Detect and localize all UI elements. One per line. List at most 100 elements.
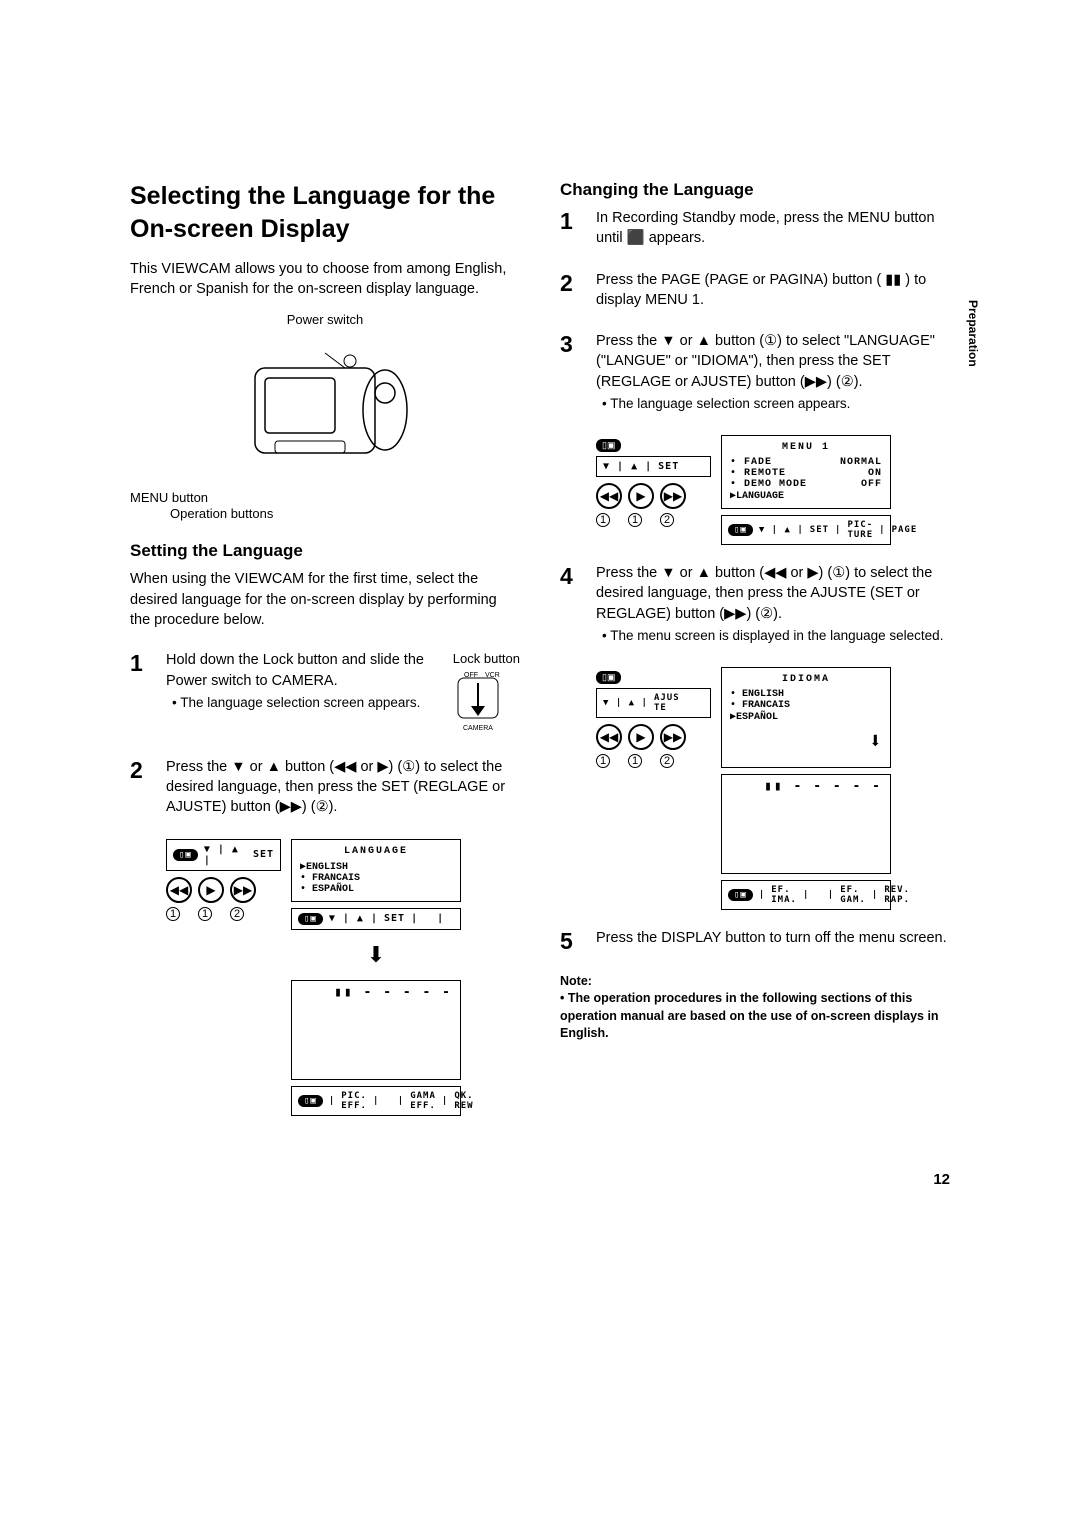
step-text: Press the ▼ or ▲ button (◀◀ or ▶) (①) to…	[166, 757, 520, 818]
rewind-icon: ◀◀	[166, 877, 192, 903]
osd-value: ON	[868, 468, 882, 479]
right-step-5: 5 Press the DISPLAY button to turn off t…	[560, 928, 950, 955]
note-heading: Note:	[560, 973, 950, 991]
step-body: Press the ▼ or ▲ button (①) to select "L…	[596, 331, 950, 417]
osd-item: ▶LANGUAGE	[730, 490, 882, 502]
control-box: ▼ | ▲ | AJUS TE	[596, 688, 711, 718]
osd-item: • FRANCAIS	[730, 700, 882, 711]
down-arrow-icon: ⬇	[291, 942, 461, 968]
osd-item: ▶ENGLISH	[300, 861, 452, 873]
set-label: SET	[658, 461, 679, 472]
step-text: Press the ▼ or ▲ button (①) to select "L…	[596, 331, 950, 392]
menu-button-label: MENU button	[130, 490, 208, 505]
ef-ima-label: EF. IMA.	[771, 885, 797, 905]
osd-bottombar: ▯▣ |EF. IMA. | |EF. GAM. |REV. RAP.	[721, 880, 891, 910]
circled-2: 2	[660, 754, 674, 768]
step-number: 5	[560, 928, 582, 955]
step-number: 1	[560, 208, 582, 252]
osd-bottombar-2: ▯▣ |PIC. EFF. | |GAMA EFF. |QK. REW	[291, 1086, 461, 1116]
right-figure-row-1: ▯▣ ▼ | ▲ | SET ◀◀1 ▶1 ▶▶2 MENU 1 • FADEN…	[596, 435, 950, 545]
osd-title: LANGUAGE	[300, 846, 452, 857]
svg-text:OFF: OFF	[464, 672, 478, 679]
round-buttons: ◀◀1 ▶1 ▶▶2	[166, 877, 281, 922]
rewind-icon: ◀◀	[596, 483, 622, 509]
osd-menu1-box: MENU 1 • FADE NORMAL • REMOTE ON • DEMO MO…	[721, 435, 891, 509]
black-strip-icon: ▯▣	[596, 671, 621, 684]
circled-1: 1	[596, 513, 610, 527]
left-step-1: 1 Hold down the Lock button and slide th…	[130, 650, 520, 738]
step-bullet: • The menu screen is displayed in the la…	[602, 627, 950, 646]
osd-item: • FRANCAIS	[300, 873, 452, 884]
osd-column: LANGUAGE ▶ENGLISH • FRANCAIS • ESPAÑOL ▯…	[291, 839, 461, 1116]
pause-icon: ▮▮ - - - - -	[722, 775, 890, 798]
main-heading: Selecting the Language for the On-screen…	[130, 180, 520, 245]
control-box: ▼ | ▲ | SET	[596, 456, 711, 477]
osd-item: • REMOTE	[730, 468, 786, 479]
osd-title: MENU 1	[730, 442, 882, 453]
step-bullet: • The language selection screen appears.	[172, 694, 435, 713]
side-tab: Preparation	[966, 300, 980, 367]
intro-text: This VIEWCAM allows you to choose from a…	[130, 259, 520, 300]
osd-bottombar: ▯▣ ▼ | ▲ | SET| |	[291, 908, 461, 930]
ffwd-icon: ▶▶	[230, 877, 256, 903]
control-cluster: ▯▣ ▼ | ▲ | SET ◀◀1 ▶1 ▶▶2	[596, 435, 711, 528]
circled-1: 1	[628, 754, 642, 768]
step-body: In Recording Standby mode, press the MEN…	[596, 208, 950, 252]
step-number: 2	[130, 757, 152, 821]
ffwd-icon: ▶▶	[660, 483, 686, 509]
rewind-icon: ◀◀	[596, 724, 622, 750]
black-strip-icon: ▯▣	[173, 849, 198, 861]
step-number: 3	[560, 331, 582, 417]
osd-language-box: LANGUAGE ▶ENGLISH • FRANCAIS • ESPAÑOL	[291, 839, 461, 902]
camera-diagram	[205, 331, 445, 486]
osd-bottombar: ▯▣ ▼ | ▲ |SET |PIC- TURE |PAGE	[721, 515, 891, 545]
black-strip-icon: ▯▣	[728, 889, 753, 901]
page-content: Selecting the Language for the On-screen…	[130, 180, 950, 1116]
setting-text: When using the VIEWCAM for the first tim…	[130, 569, 520, 630]
step-text: Press the PAGE (PAGE or PAGINA) button (…	[596, 270, 950, 311]
svg-text:CAMERA: CAMERA	[463, 725, 493, 732]
rev-rap-label: REV. RAP.	[884, 885, 910, 905]
step-number: 1	[130, 650, 152, 738]
osd-title: IDIOMA	[730, 674, 882, 685]
ffwd-icon: ▶▶	[660, 724, 686, 750]
set-label: SET	[384, 913, 405, 924]
step-text: Press the DISPLAY button to turn off the…	[596, 928, 950, 948]
down-arrow-icon: ⬇	[730, 729, 882, 755]
right-step-1: 1 In Recording Standby mode, press the M…	[560, 208, 950, 252]
diagram-bottom-labels: MENU button Operation buttons	[130, 490, 520, 524]
osd-value: NORMAL	[840, 457, 882, 468]
osd-item: • ENGLISH	[730, 689, 882, 700]
osd-item: • FADE	[730, 457, 772, 468]
ef-gam-label: EF. GAM.	[840, 885, 866, 905]
step-number: 2	[560, 270, 582, 314]
power-switch-label: Power switch	[130, 312, 520, 327]
right-step-4: 4 Press the ▼ or ▲ button (◀◀ or ▶) (①) …	[560, 563, 950, 649]
circled-2: 2	[660, 513, 674, 527]
control-cluster: ▯▣ ▼ | ▲ | AJUS TE ◀◀1 ▶1 ▶▶2	[596, 667, 711, 769]
osd-value: OFF	[861, 479, 882, 490]
right-figure-row-2: ▯▣ ▼ | ▲ | AJUS TE ◀◀1 ▶1 ▶▶2 IDIOMA • E…	[596, 667, 950, 910]
picture-label: PIC- TURE	[847, 520, 873, 540]
svg-text:VCR: VCR	[485, 672, 500, 679]
circled-1: 1	[198, 907, 212, 921]
qk-rew-label: QK. REW	[454, 1091, 473, 1111]
blank-screen-box: ▮▮ - - - - -	[721, 774, 891, 874]
left-figure-row: ▯▣ ▼ | ▲ | SET ◀◀1 ▶1 ▶▶2 LANGUAGE ▶ENGL…	[166, 839, 520, 1116]
step-body: Press the ▼ or ▲ button (◀◀ or ▶) (①) to…	[596, 563, 950, 649]
osd-idioma-box: IDIOMA • ENGLISH • FRANCAIS ▶ESPAÑOL ⬇	[721, 667, 891, 768]
ajuste-label: AJUS TE	[654, 693, 680, 713]
osd-item: • DEMO MODE	[730, 479, 807, 490]
right-step-3: 3 Press the ▼ or ▲ button (①) to select …	[560, 331, 950, 417]
set-label: SET	[810, 525, 829, 535]
control-cluster: ▯▣ ▼ | ▲ | SET ◀◀1 ▶1 ▶▶2	[166, 839, 281, 922]
circled-1: 1	[596, 754, 610, 768]
black-strip-icon: ▯▣	[298, 913, 323, 925]
circled-2: 2	[230, 907, 244, 921]
changing-heading: Changing the Language	[560, 180, 950, 200]
black-strip-icon: ▯▣	[596, 439, 621, 452]
circled-1: 1	[628, 513, 642, 527]
pause-icon: ▮▮ - - - - -	[292, 981, 460, 1004]
setting-heading: Setting the Language	[130, 541, 520, 561]
play-icon: ▶	[198, 877, 224, 903]
